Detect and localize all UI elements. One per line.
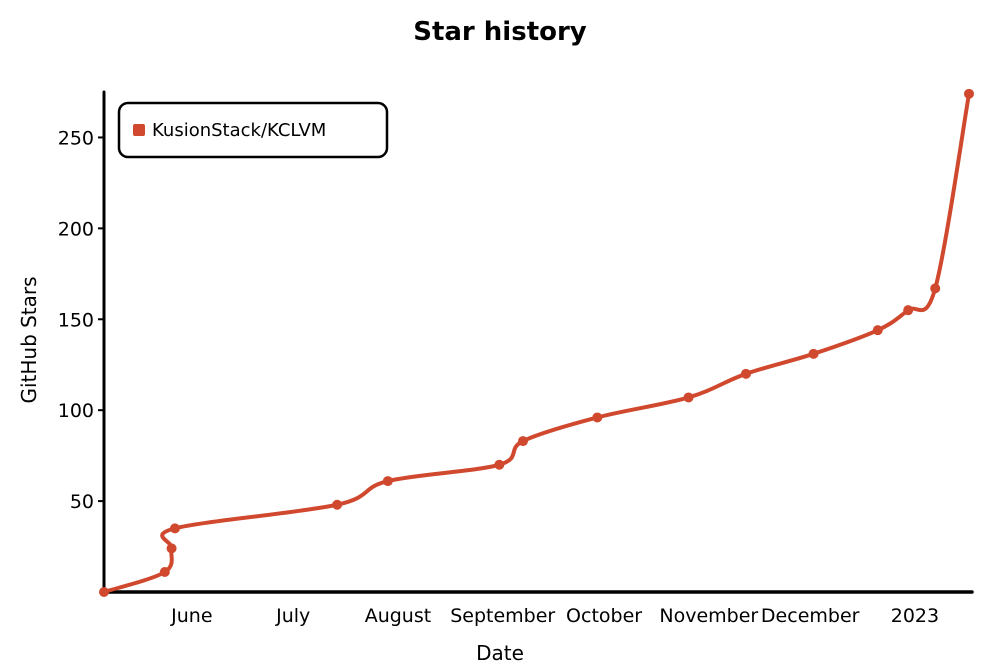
data-point	[382, 476, 393, 487]
data-point	[903, 305, 914, 316]
legend-swatch	[133, 124, 145, 136]
data-point	[930, 283, 941, 294]
data-point	[159, 567, 170, 577]
data-point	[964, 88, 974, 99]
x-tick-label: November	[659, 605, 758, 627]
data-point	[169, 523, 180, 534]
x-ticks: June July August September October November De…	[170, 605, 939, 627]
y-tick-label: 150	[58, 309, 94, 331]
x-tick-label: 2023	[891, 605, 939, 627]
y-tick-label: 250	[58, 127, 94, 149]
series-group	[99, 88, 974, 597]
legend-label: KusionStack/KCLVM	[152, 120, 326, 141]
data-point	[494, 459, 505, 470]
series-line-0	[102, 91, 971, 594]
x-tick-label: December	[761, 605, 860, 627]
data-point	[683, 392, 694, 403]
legend: KusionStack/KCLVM	[117, 101, 389, 159]
data-point	[808, 348, 819, 359]
x-tick-label: September	[450, 605, 555, 627]
y-tick-label: 100	[58, 400, 94, 422]
y-ticks: 50 100 150 200 250	[58, 127, 104, 513]
data-point	[740, 368, 751, 379]
data-point	[872, 325, 883, 336]
legend-box	[117, 101, 389, 159]
y-tick-label: 200	[58, 218, 94, 240]
x-axis-label: Date	[476, 641, 524, 665]
x-tick-label: June	[170, 605, 212, 627]
y-axis-label: GitHub Stars	[17, 276, 41, 403]
x-tick-label: August	[365, 605, 432, 627]
y-tick-label: 50	[70, 491, 94, 513]
x-tick-label: October	[566, 605, 642, 627]
data-point	[99, 587, 109, 597]
data-point	[517, 436, 528, 447]
x-tick-label: July	[275, 605, 310, 627]
data-point	[592, 412, 603, 423]
data-point	[166, 543, 177, 554]
data-point	[332, 499, 343, 510]
chart-title: Star history	[413, 17, 587, 47]
